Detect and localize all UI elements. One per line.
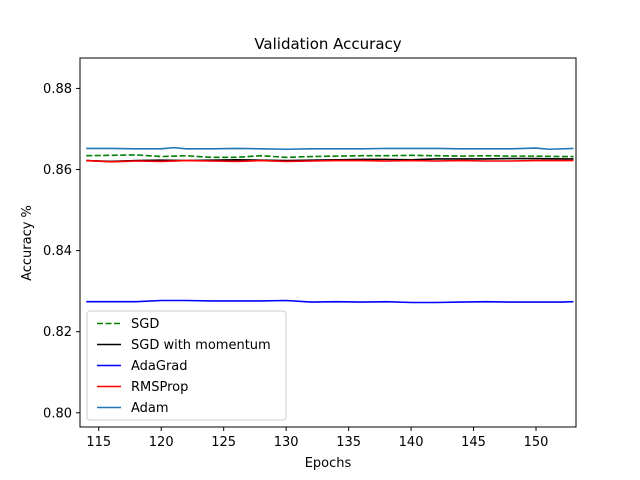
legend-label: AdaGrad xyxy=(131,359,188,374)
series-layer xyxy=(86,146,574,304)
x-tick-label: 135 xyxy=(336,435,361,450)
series-line-adam xyxy=(86,146,574,151)
y-tick-label: 0.88 xyxy=(43,82,72,97)
series-line-sgd-with-momentum xyxy=(86,157,574,163)
plot-frame xyxy=(79,57,577,428)
y-tick-label: 0.84 xyxy=(43,244,72,259)
legend: SGD SGD with momentum AdaGrad RMSProp Adam xyxy=(86,310,287,421)
y-tick-label: 0.82 xyxy=(43,325,72,340)
x-tick-label: 130 xyxy=(274,435,299,450)
legend-label: SGD xyxy=(131,317,159,332)
y-tick-label: 0.80 xyxy=(43,406,72,421)
x-tick-label: 145 xyxy=(461,435,486,450)
x-tick-label: 140 xyxy=(399,435,424,450)
y-axis-label: Accuracy % xyxy=(20,205,35,281)
y-axis: 0.80 0.82 0.84 0.86 0.88 xyxy=(43,82,80,421)
x-tick-label: 115 xyxy=(86,435,111,450)
x-axis-label: Epochs xyxy=(305,456,352,471)
y-tick-label: 0.86 xyxy=(43,163,72,178)
legend-label: RMSProp xyxy=(131,380,188,395)
series-line-adagrad xyxy=(86,299,574,304)
series-line-rmsprop xyxy=(86,159,574,163)
x-tick-label: 125 xyxy=(211,435,236,450)
chart-title: Validation Accuracy xyxy=(254,35,401,53)
x-tick-label: 150 xyxy=(524,435,549,450)
series-line-sgd xyxy=(86,154,574,159)
x-axis: 115 120 125 130 135 140 145 150 xyxy=(86,427,548,450)
legend-label: Adam xyxy=(131,401,169,416)
legend-box xyxy=(86,310,287,421)
x-tick-label: 120 xyxy=(149,435,174,450)
legend-label: SGD with momentum xyxy=(131,338,271,353)
